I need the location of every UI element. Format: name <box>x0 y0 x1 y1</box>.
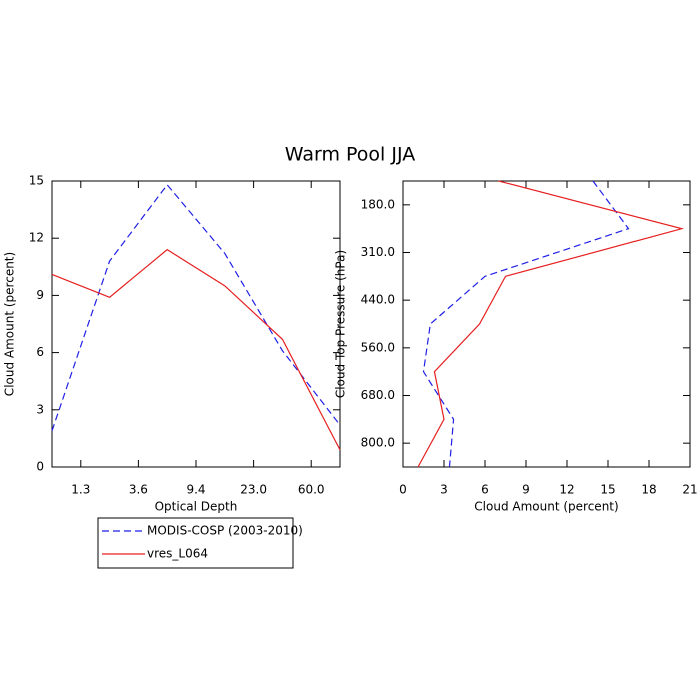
y-tick-label: 12 <box>29 231 44 245</box>
x-tick-label: 18 <box>641 483 656 497</box>
y-tick-label: 440.0 <box>361 293 395 307</box>
y-tick-label: 3 <box>36 402 44 416</box>
y-tick-label: 0 <box>36 460 44 474</box>
x-axis-label: Optical Depth <box>155 500 238 514</box>
y-tick-label: 15 <box>29 174 44 188</box>
y-tick-label: 6 <box>36 345 44 359</box>
y-tick-label: 9 <box>36 288 44 302</box>
x-tick-label: 23.0 <box>240 483 267 497</box>
x-tick-label: 6 <box>481 483 489 497</box>
plot-frame <box>402 180 691 468</box>
y-tick-label: 800.0 <box>361 436 395 450</box>
x-tick-label: 3.6 <box>129 483 148 497</box>
legend-label: vres_L064 <box>147 547 208 561</box>
x-tick-label: 12 <box>559 483 574 497</box>
y-tick-label: 310.0 <box>361 245 395 259</box>
y-axis-label: Cloud Top Pressure (hPa) <box>334 250 348 398</box>
x-tick-label: 3 <box>440 483 448 497</box>
series-line <box>417 180 685 468</box>
legend-box <box>97 517 294 569</box>
x-tick-label: 9.4 <box>186 483 205 497</box>
y-tick-label: 560.0 <box>361 340 395 354</box>
x-tick-label: 9 <box>522 483 530 497</box>
x-tick-label: 15 <box>600 483 615 497</box>
figure-title: Warm Pool JJA <box>285 144 415 166</box>
x-tick-label: 0 <box>399 483 407 497</box>
y-axis-label: Cloud Amount (percent) <box>3 252 17 396</box>
series-line <box>51 248 341 451</box>
y-tick-label: 180.0 <box>361 197 395 211</box>
y-tick-label: 680.0 <box>361 388 395 402</box>
series-line <box>51 183 341 431</box>
x-tick-label: 21 <box>682 483 697 497</box>
legend-label: MODIS-COSP (2003-2010) <box>147 524 303 538</box>
x-tick-label: 1.3 <box>71 483 90 497</box>
x-axis-label: Cloud Amount (percent) <box>474 500 618 514</box>
series-line <box>422 180 630 468</box>
x-tick-label: 60.0 <box>298 483 325 497</box>
